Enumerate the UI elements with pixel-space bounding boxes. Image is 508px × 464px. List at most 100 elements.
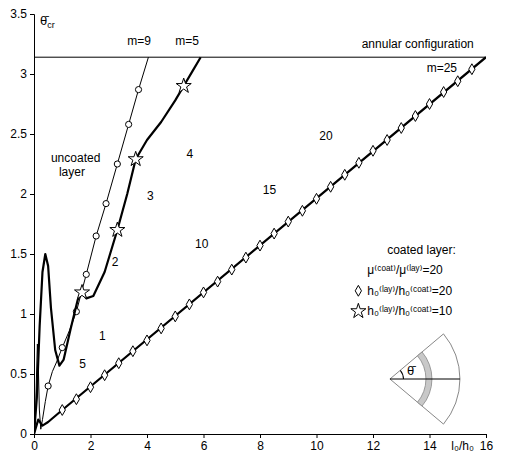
marker-diamond: [144, 335, 150, 346]
marker-diamond: [172, 311, 178, 322]
marker-diamond: [130, 346, 136, 357]
inset-sector: [390, 334, 460, 424]
marker-circle: [59, 345, 65, 351]
marker-diamond: [101, 370, 107, 381]
annotation: 5: [79, 357, 86, 371]
x-axis: 0 2 4 6 8 10 12 14 16: [31, 434, 493, 453]
legend-marker: [355, 285, 361, 296]
y-tick: 0: [20, 427, 34, 441]
x-tick-label: 12: [367, 439, 381, 453]
annotation: 1: [99, 329, 106, 343]
marker-diamond: [313, 193, 319, 204]
y-tick-label: 2.5: [10, 127, 27, 141]
marker-diamond: [342, 169, 348, 180]
marker-circle: [126, 121, 132, 127]
y-tick-mark: [30, 254, 34, 255]
marker-diamond: [327, 181, 333, 192]
y-axis-title: θ̄cr: [40, 13, 55, 30]
y-tick: 3: [20, 67, 34, 81]
y-tick-label: 3: [20, 67, 27, 81]
curve: [34, 57, 486, 58]
x-tick-mark: [317, 434, 318, 438]
legend-marker: [351, 303, 366, 317]
marker-diamond: [356, 157, 362, 168]
x-tick-mark: [260, 434, 261, 438]
marker-star: [176, 78, 191, 92]
y-tick: 3.5: [10, 7, 34, 21]
marker-diamond: [243, 252, 249, 263]
y-tick-label: 1: [20, 307, 27, 321]
marker-circle: [103, 201, 109, 207]
annotations: annular configuration m=9 m=5 m=25 uncoatedl…: [51, 34, 474, 371]
marker-diamond: [257, 240, 263, 251]
chart: 024681012141600.511.522.533.5θ̄crl₀/h₀θ̄…: [0, 0, 508, 464]
y-tick-mark: [30, 374, 34, 375]
annotation: m=9: [127, 34, 151, 48]
marker-diamond: [229, 264, 235, 275]
annotation: 20: [319, 129, 333, 143]
y-axis-line: [30, 15, 35, 435]
x-tick-mark: [486, 434, 487, 438]
x-tick-label: 14: [423, 439, 437, 453]
marker-diamond: [440, 87, 446, 98]
y-tick-label: 2: [20, 187, 27, 201]
y-tick-mark: [30, 74, 34, 75]
marker-circle: [45, 383, 51, 389]
x-tick: 8: [257, 434, 264, 453]
x-tick-mark: [91, 434, 92, 438]
marker-diamond: [469, 64, 475, 75]
x-tick: 14: [423, 434, 437, 453]
y-tick-mark: [30, 134, 34, 135]
x-tick: 0: [31, 434, 38, 453]
y-tick-label: 0: [20, 427, 27, 441]
annotation: μ⁽ᶜᵒᵃᵗ⁾/μ⁽ˡᵃʸ⁾=20: [367, 263, 443, 277]
x-axis-line: [35, 435, 487, 439]
x-tick: 10: [310, 434, 324, 453]
x-tick: 12: [367, 434, 381, 453]
x-axis-title: l₀/h₀: [451, 439, 474, 453]
y-tick-label: 0.5: [10, 367, 27, 381]
x-tick: 16: [480, 434, 494, 453]
x-tick: 2: [88, 434, 95, 453]
y-tick-mark: [30, 434, 34, 435]
marker-diamond: [370, 145, 376, 156]
x-tick-mark: [373, 434, 374, 438]
marker-diamond: [186, 299, 192, 310]
annotation: uncoatedlayer: [51, 151, 100, 179]
plot-area: [34, 57, 486, 434]
marker-diamond: [426, 99, 432, 110]
x-tick: 6: [201, 434, 208, 453]
marker-circle: [135, 87, 141, 93]
x-tick-mark: [147, 434, 148, 438]
curve: [34, 57, 486, 434]
inset-label: θ̄: [407, 363, 416, 378]
y-tick-mark: [30, 194, 34, 195]
y-tick: 1: [20, 307, 34, 321]
y-axis: 00.511.522.533.5: [10, 7, 34, 441]
inset: θ̄: [390, 334, 460, 424]
annotation: annular configuration: [362, 37, 474, 51]
y-tick-label: 3.5: [10, 7, 27, 21]
annotation: m=5: [175, 34, 199, 48]
x-tick: 4: [144, 434, 151, 453]
curve: [34, 57, 148, 434]
annotation: m=25: [427, 61, 458, 75]
annotation: 15: [263, 183, 277, 197]
x-tick-label: 4: [144, 439, 151, 453]
marker-diamond: [87, 382, 93, 393]
marker-diamond: [455, 76, 461, 87]
marker-diamond: [73, 394, 79, 405]
marker-diamond: [285, 216, 291, 227]
marker-diamond: [158, 323, 164, 334]
marker-star: [128, 151, 143, 165]
y-tick-mark: [30, 14, 34, 15]
marker-star: [110, 222, 125, 236]
marker-circle: [83, 271, 89, 277]
curve: [34, 57, 201, 434]
annotation: 10: [195, 237, 209, 251]
marker-diamond: [116, 358, 122, 369]
annotation: 2: [112, 255, 119, 269]
marker-diamond: [214, 276, 220, 287]
x-tick-label: 6: [201, 439, 208, 453]
marker-diamond: [412, 111, 418, 122]
